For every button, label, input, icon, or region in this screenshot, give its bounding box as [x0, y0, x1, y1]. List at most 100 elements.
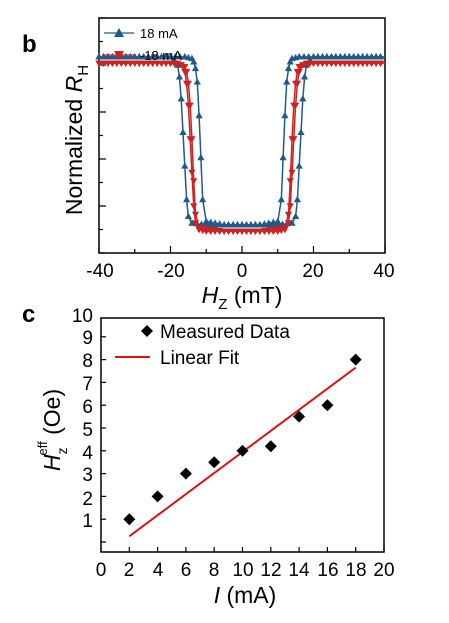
- panel-c-ytick: 3: [82, 465, 93, 486]
- panel-b-marker: [376, 60, 385, 67]
- panel-c-xtick: 18: [345, 560, 366, 581]
- panel-b-xtick: 40: [373, 261, 394, 282]
- panel-c-ytick: 5: [82, 420, 93, 441]
- panel-b-ylabel: Normalized RH: [61, 65, 92, 215]
- panel-b-marker: [166, 60, 175, 67]
- panel-c-data-point: [179, 467, 192, 480]
- panel-c-ytick: 7: [82, 374, 93, 395]
- panel-b-marker: [300, 73, 309, 80]
- legend-measured-data-marker: [141, 325, 153, 337]
- panel-b-marker: [293, 195, 302, 203]
- panel-c-ylabel-unit: (Oe): [39, 389, 65, 441]
- panel-b-marker: [292, 80, 300, 88]
- panel-b-marker: [190, 178, 198, 185]
- panel-b-marker: [295, 162, 303, 169]
- panel-b-marker: [299, 62, 307, 69]
- panel-b-marker: [190, 58, 198, 65]
- panel-b-marker: [299, 95, 307, 102]
- panel-b-marker: [181, 63, 189, 71]
- panel-b-loop-branch: [99, 62, 385, 232]
- panel-c-ylabel: Hzeff (Oe): [35, 389, 70, 471]
- panel-c-ytick: 6: [82, 397, 93, 418]
- panel-b-marker: [293, 69, 302, 76]
- panel-b-marker: [261, 227, 269, 235]
- panel-c-xtick: 4: [153, 560, 164, 581]
- panel-c-data-point: [349, 353, 362, 366]
- panel-b-marker: [281, 225, 289, 232]
- panel-b-series-neg18ma: [95, 60, 385, 235]
- panel-c-ylabel-sub: z: [54, 447, 70, 454]
- panel-b-xtick: 0: [237, 261, 248, 282]
- panel-b-marker: [305, 53, 313, 60]
- panel-b-marker: [188, 169, 196, 177]
- panel-b-marker: [274, 217, 282, 225]
- panel-c-yticks: 1 2 3 4 5 6 7 8 9 10: [72, 306, 94, 532]
- panel-b: b Normalized RH -40 -20 0 20 40 HZ (mT) …: [22, 17, 395, 313]
- panel-c-xtick: 10: [232, 560, 253, 581]
- legend-neg18ma-marker: [114, 51, 124, 60]
- panel-c-data-point: [321, 399, 334, 412]
- panel-c-data-point: [236, 444, 249, 457]
- panel-c-ytick: 1: [82, 511, 93, 532]
- panel-b-marker: [286, 58, 294, 65]
- panel-b-marker: [197, 220, 206, 227]
- panel-b-marker: [182, 195, 191, 203]
- panel-b-marker: [281, 111, 289, 119]
- panel-c-data-point: [123, 513, 136, 526]
- panel-b-marker: [175, 73, 184, 80]
- panel-b-marker: [190, 203, 198, 210]
- panel-c-xlabel-var: I: [214, 582, 221, 608]
- panel-b-loop-branch: [99, 56, 385, 226]
- panel-b-marker: [300, 53, 308, 60]
- panel-c-ytick: 2: [82, 489, 93, 510]
- panel-b-marker: [284, 64, 293, 72]
- panel-b-marker: [191, 211, 200, 219]
- panel-b-marker: [184, 102, 192, 109]
- panel-b-xtick: -20: [157, 261, 184, 282]
- legend-linear-fit-label: Linear Fit: [160, 348, 240, 369]
- panel-c-xtick: 8: [209, 560, 220, 581]
- panel-c-data-point: [151, 490, 164, 503]
- panel-b-marker: [256, 228, 264, 235]
- panel-c-xtick: 2: [124, 560, 135, 581]
- panel-b-xtick: 20: [302, 261, 323, 282]
- panel-c-data-layer: [100, 336, 385, 552]
- panel-c-ytick: 9: [82, 328, 93, 349]
- panel-c-xtick: 6: [181, 560, 192, 581]
- panel-b-marker: [295, 53, 303, 60]
- panel-b-marker: [376, 53, 385, 60]
- panel-b-marker: [266, 227, 274, 234]
- panel-c: c 1 2 3 4 5 6 7 8 9 10 0 2 4 6 8 10 12 1…: [22, 301, 395, 608]
- panel-b-marker: [197, 153, 205, 161]
- legend-neg18ma-label: -18 mA: [140, 48, 182, 63]
- panel-b-marker: [191, 64, 200, 72]
- panel-b-loop-branch: [99, 56, 385, 226]
- panel-c-data-point: [208, 456, 221, 469]
- panel-c-xlabel: I (mA): [214, 582, 277, 608]
- panel-b-marker: [288, 219, 296, 226]
- panel-b-ylabel-main: Normalized: [61, 92, 87, 215]
- panel-c-xtick: 12: [260, 560, 281, 581]
- panel-c-data-point: [264, 440, 277, 453]
- panel-b-marker: [179, 128, 187, 135]
- panel-b-marker: [181, 69, 189, 76]
- panel-b-xlabel-unit: (mT): [227, 282, 282, 308]
- panel-c-ytick: 10: [72, 306, 93, 327]
- panel-b-marker: [199, 195, 207, 203]
- panel-b-marker: [166, 53, 175, 60]
- panel-b-marker: [177, 95, 185, 102]
- panel-b-marker: [288, 136, 296, 143]
- panel-c-xtick: 14: [288, 560, 310, 581]
- panel-b-marker: [177, 62, 185, 69]
- panel-b-marker: [277, 195, 285, 203]
- panel-b-ylabel-var: R: [61, 76, 87, 93]
- panel-b-xlabel-sub: Z: [218, 296, 227, 313]
- panel-b-series-18ma: [95, 53, 385, 228]
- panel-b-marker: [193, 78, 201, 85]
- panel-b-marker: [290, 102, 298, 109]
- panel-b-marker: [181, 162, 189, 169]
- panel-c-plot-frame: [100, 317, 385, 553]
- panel-c-xtick: 20: [373, 560, 394, 581]
- panel-b-marker: [184, 212, 192, 219]
